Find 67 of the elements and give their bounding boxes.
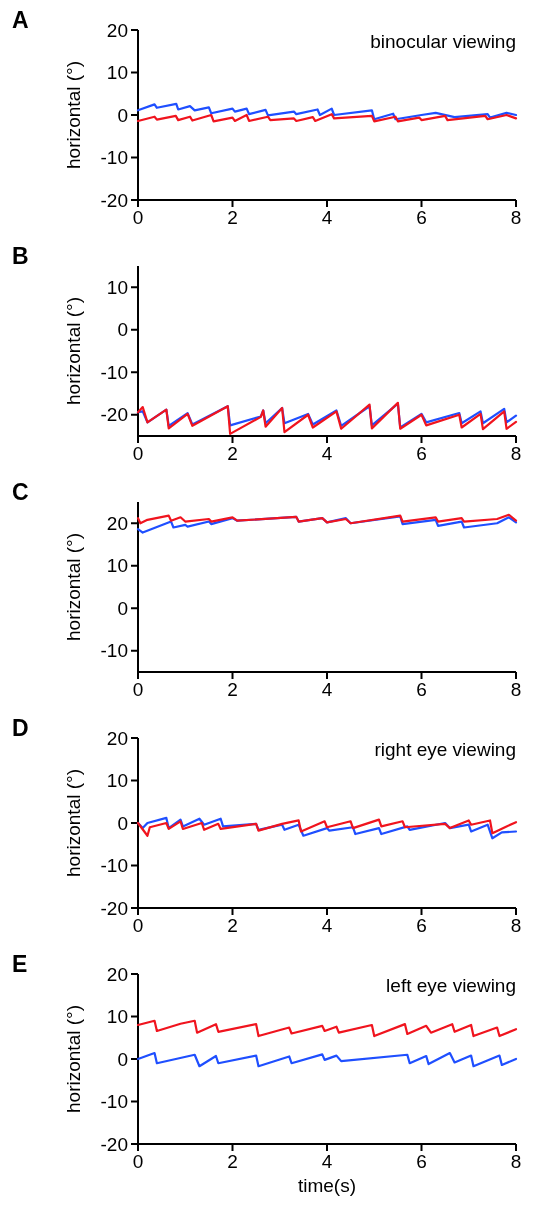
- annotation: left eye viewing: [386, 975, 516, 996]
- y-tick-label: 10: [106, 1006, 128, 1028]
- y-tick-label: -10: [100, 147, 128, 169]
- y-axis-title: horizontal (°): [63, 533, 84, 641]
- chart-title: E: [12, 951, 28, 977]
- y-tick-label: -20: [100, 189, 128, 211]
- y-tick-label: -10: [100, 1091, 128, 1113]
- y-tick-label: 10: [106, 62, 128, 84]
- x-tick-label: 2: [227, 1151, 238, 1172]
- y-tick-label: 20: [106, 512, 128, 534]
- x-tick-label: 2: [227, 443, 238, 464]
- chart-title: D: [12, 715, 29, 741]
- line-series: [136, 1019, 518, 1038]
- y-tick-label: 10: [106, 276, 128, 298]
- x-tick-label: 8: [510, 207, 522, 228]
- x-tick-label: 6: [416, 443, 427, 464]
- x-tick-label: 0: [132, 207, 144, 228]
- y-tick-label: -20: [100, 404, 128, 426]
- x-tick-label: 0: [132, 443, 144, 464]
- y-tick-label: -10: [100, 855, 128, 877]
- y-tick-label: -10: [100, 640, 128, 662]
- y-tick-label: 20: [106, 963, 128, 985]
- x-tick-label: 0: [132, 915, 144, 936]
- y-tick-label: 20: [106, 19, 128, 41]
- chart-title: C: [12, 479, 29, 505]
- y-tick-label: 0: [117, 1048, 128, 1070]
- x-tick-label: 8: [510, 915, 522, 936]
- line-series: [136, 102, 518, 121]
- x-tick-label: 4: [321, 679, 333, 700]
- y-tick-label: 0: [117, 319, 128, 341]
- y-tick-label: 20: [106, 727, 128, 749]
- x-tick-label: 8: [510, 679, 522, 700]
- y-tick-label: 10: [106, 770, 128, 792]
- line-series: [136, 1051, 518, 1068]
- y-tick-label: -10: [100, 361, 128, 383]
- line-series: [136, 113, 518, 123]
- x-axis-title: time(s): [297, 1175, 357, 1196]
- y-tick-label: -20: [100, 897, 128, 919]
- x-tick-label: 2: [227, 207, 238, 228]
- x-tick-label: 6: [416, 915, 427, 936]
- line-series: [136, 513, 518, 525]
- y-tick-label: 10: [106, 555, 128, 577]
- chart-title: A: [12, 7, 29, 33]
- x-tick-label: 8: [510, 443, 522, 464]
- annotation: binocular viewing: [370, 31, 516, 52]
- x-tick-label: 6: [416, 679, 427, 700]
- y-tick-label: -20: [100, 1133, 128, 1155]
- y-tick-label: 0: [117, 597, 128, 619]
- chart-title: B: [12, 243, 29, 269]
- y-axis-title: horizontal (°): [63, 1005, 84, 1113]
- x-tick-label: 2: [227, 915, 238, 936]
- annotation: right eye viewing: [374, 739, 516, 760]
- y-tick-label: 0: [117, 104, 128, 126]
- x-tick-label: 0: [132, 1151, 144, 1172]
- x-tick-label: 6: [416, 1151, 427, 1172]
- y-axis-title: horizontal (°): [63, 297, 84, 405]
- x-tick-label: 2: [227, 679, 238, 700]
- x-tick-label: 4: [321, 207, 333, 228]
- x-tick-label: 4: [321, 915, 333, 936]
- x-tick-label: 6: [416, 207, 427, 228]
- y-axis-title: horizontal (°): [63, 61, 84, 169]
- y-tick-label: 0: [117, 812, 128, 834]
- x-tick-label: 8: [510, 1151, 522, 1172]
- x-tick-label: 4: [321, 1151, 333, 1172]
- x-tick-label: 0: [132, 679, 144, 700]
- x-tick-label: 4: [321, 443, 333, 464]
- y-axis-title: horizontal (°): [63, 769, 84, 877]
